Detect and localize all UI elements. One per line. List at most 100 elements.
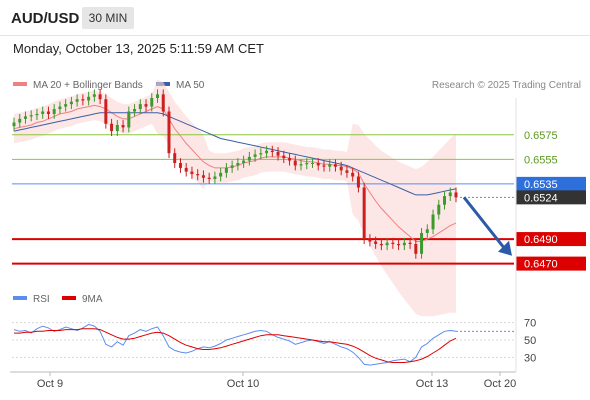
level-tag-06535 bbox=[516, 176, 586, 191]
rsi-ma-legend-label: 9MA bbox=[82, 294, 103, 305]
candle-body bbox=[12, 122, 16, 127]
report-datetime: Monday, October 13, 2025 5:11:59 AM CET bbox=[13, 41, 264, 56]
rsi-ma-swatch-icon bbox=[62, 296, 76, 300]
candle-body bbox=[333, 164, 337, 167]
candle-body bbox=[121, 124, 125, 128]
candle-body bbox=[52, 109, 56, 114]
candle-body bbox=[35, 113, 39, 116]
candle-body bbox=[150, 98, 154, 107]
candle-body bbox=[310, 163, 314, 165]
level-tag-06470 bbox=[516, 256, 586, 271]
candle-body bbox=[46, 111, 50, 114]
bollinger-bands-layer bbox=[14, 79, 456, 317]
candle-body bbox=[167, 111, 171, 154]
forecast-arrow-layer bbox=[462, 196, 512, 256]
candle-body bbox=[414, 243, 418, 254]
candle-body bbox=[161, 94, 165, 112]
candle-body bbox=[133, 109, 137, 112]
moving-averages-layer bbox=[13, 104, 457, 242]
bollinger-swatch-icon bbox=[13, 82, 27, 87]
candle-body bbox=[351, 172, 355, 177]
candle-body bbox=[408, 242, 412, 244]
candle-body bbox=[282, 155, 286, 159]
candle-body bbox=[219, 172, 223, 177]
candle-body bbox=[201, 175, 205, 178]
rsi-ma-line bbox=[14, 328, 457, 363]
x-tick-label: Oct 20 bbox=[484, 378, 516, 390]
candle-body bbox=[58, 106, 62, 110]
candle-body bbox=[23, 116, 27, 119]
level-label-06490: 0.6490 bbox=[524, 234, 558, 246]
candle-body bbox=[322, 165, 326, 167]
candle-body bbox=[207, 177, 211, 179]
candle-body bbox=[265, 150, 269, 154]
candle-body bbox=[156, 94, 160, 98]
level-tag-06524 bbox=[516, 190, 586, 205]
levels-layer bbox=[12, 134, 514, 265]
candles-layer bbox=[12, 89, 458, 259]
forecast-arrow-shaft bbox=[462, 196, 506, 249]
candle-body bbox=[127, 111, 131, 128]
candle-body bbox=[345, 170, 349, 173]
candle-body bbox=[242, 160, 246, 164]
candle-body bbox=[276, 151, 280, 156]
candle-body bbox=[81, 99, 85, 101]
candle-body bbox=[230, 165, 234, 168]
rsi-tick-label: 70 bbox=[524, 318, 536, 330]
candle-body bbox=[18, 118, 22, 123]
rsi-panel: RSI 9MA 70 50 30 bbox=[12, 294, 536, 366]
candle-body bbox=[138, 104, 142, 110]
candle-body bbox=[339, 166, 343, 171]
candle-body bbox=[391, 242, 395, 244]
candle-body bbox=[87, 96, 91, 101]
x-tick-label: Oct 9 bbox=[37, 378, 63, 390]
candle-body bbox=[316, 163, 320, 166]
rsi-tick-label: 30 bbox=[524, 352, 536, 364]
candle-body bbox=[299, 164, 303, 166]
candle-body bbox=[178, 163, 182, 168]
candle-body bbox=[356, 176, 360, 188]
candle-body bbox=[328, 164, 332, 167]
ma20-line bbox=[13, 104, 457, 242]
candle-body bbox=[110, 123, 114, 132]
rsi-swatch-icon bbox=[13, 296, 27, 300]
candle-body bbox=[75, 99, 79, 102]
candle-body bbox=[437, 204, 441, 215]
candle-body bbox=[368, 239, 372, 242]
forecast-arrow-head-icon bbox=[498, 240, 512, 256]
legend-bollinger-label: MA 20 + Bollinger Bands bbox=[33, 80, 143, 91]
candle-body bbox=[420, 232, 424, 254]
bollinger-band-area bbox=[14, 79, 456, 317]
candle-body bbox=[259, 153, 263, 155]
candle-body bbox=[443, 196, 447, 205]
candle-body bbox=[64, 104, 68, 107]
rsi-legend-label: RSI bbox=[33, 294, 50, 305]
candle-body bbox=[448, 192, 452, 197]
candle-body bbox=[92, 94, 96, 97]
candle-body bbox=[104, 99, 108, 124]
x-tick-label: Oct 13 bbox=[416, 378, 448, 390]
candle-body bbox=[144, 104, 148, 107]
x-tick-label: Oct 10 bbox=[227, 378, 259, 390]
candle-body bbox=[425, 229, 429, 233]
ma50-line bbox=[13, 112, 457, 196]
candle-body bbox=[431, 214, 435, 230]
candle-body bbox=[224, 167, 228, 173]
candle-body bbox=[362, 187, 366, 240]
chart-header: AUD/USD 30 MIN bbox=[0, 0, 590, 36]
candle-body bbox=[41, 111, 45, 114]
x-axis: Oct 9 Oct 10 Oct 13 Oct 20 bbox=[10, 98, 517, 390]
candle-body bbox=[253, 154, 257, 157]
level-label-06575: 0.6575 bbox=[524, 130, 558, 142]
timeframe-badge[interactable]: 30 MIN bbox=[82, 7, 134, 29]
level-label-06555: 0.6555 bbox=[524, 154, 558, 166]
candle-body bbox=[29, 115, 33, 117]
candle-body bbox=[270, 150, 274, 152]
candle-body bbox=[288, 158, 292, 161]
level-label-06470: 0.6470 bbox=[524, 259, 558, 271]
candle-body bbox=[69, 101, 73, 105]
candle-body bbox=[305, 163, 309, 165]
candle-body bbox=[213, 176, 217, 179]
